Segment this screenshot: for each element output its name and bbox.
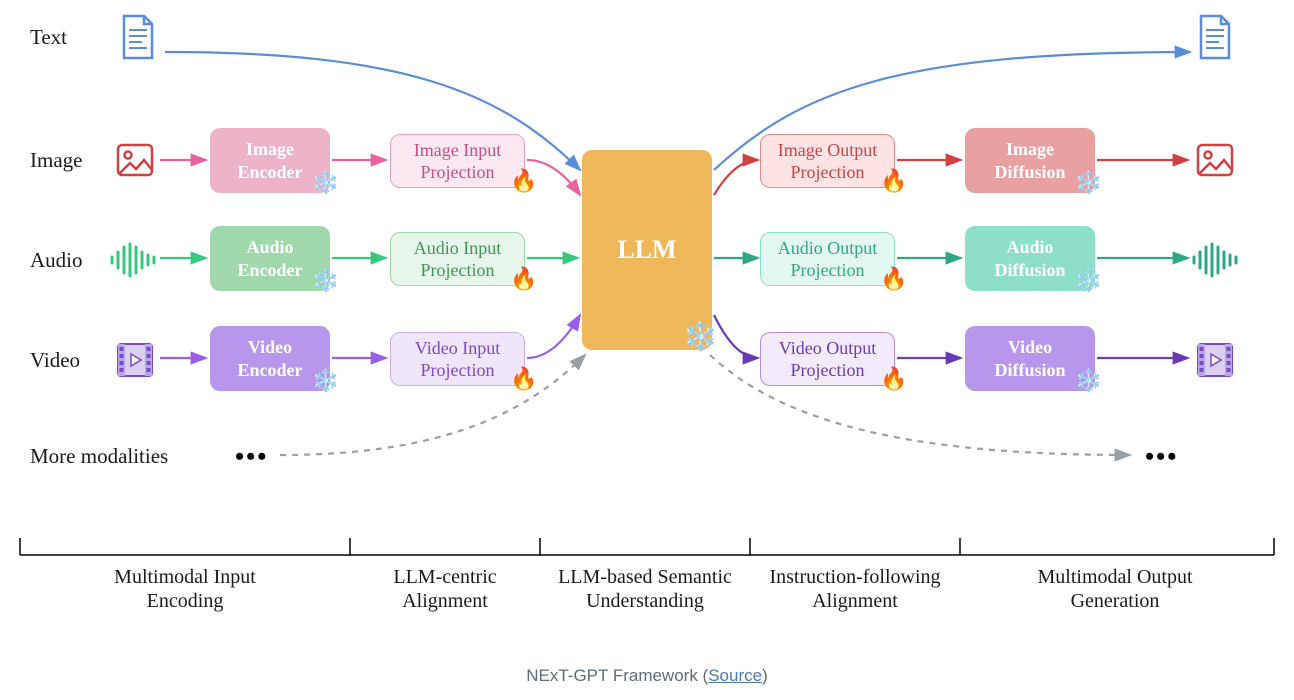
image-encoder-label: Image Encoder bbox=[238, 138, 303, 183]
stage-label-4: Instruction-following Alignment bbox=[755, 565, 955, 613]
snowflake-icon: ❄️ bbox=[312, 170, 339, 196]
waveform-icon bbox=[108, 240, 160, 280]
waveform-icon bbox=[1190, 240, 1242, 280]
audio-input-proj-label: Audio Input Projection bbox=[414, 237, 502, 282]
row-label-video: Video bbox=[30, 348, 80, 373]
video-output-proj-box: Video Output Projection bbox=[760, 332, 895, 386]
image-input-proj-label: Image Input Projection bbox=[414, 139, 501, 184]
more-dots-left: ••• bbox=[235, 442, 268, 472]
document-icon bbox=[118, 14, 158, 54]
snowflake-icon: ❄️ bbox=[1075, 170, 1102, 196]
snowflake-icon: ❄️ bbox=[312, 368, 339, 394]
figure-caption: NExT-GPT Framework (Source) bbox=[0, 666, 1294, 686]
image-output-proj-box: Image Output Projection bbox=[760, 134, 895, 188]
video-diffusion-label: Video Diffusion bbox=[994, 336, 1065, 381]
audio-encoder-label: Audio Encoder bbox=[238, 236, 303, 281]
fire-icon: 🔥 bbox=[880, 366, 907, 392]
stage-label-2: LLM-centric Alignment bbox=[360, 565, 530, 613]
film-icon bbox=[115, 340, 155, 380]
fire-icon: 🔥 bbox=[510, 168, 537, 194]
audio-output-proj-box: Audio Output Projection bbox=[760, 232, 895, 286]
document-icon bbox=[1195, 14, 1235, 54]
more-dots-right: ••• bbox=[1145, 442, 1178, 472]
llm-label: LLM bbox=[617, 234, 676, 267]
row-label-image: Image bbox=[30, 148, 82, 173]
snowflake-icon: ❄️ bbox=[1075, 368, 1102, 394]
caption-suffix: ) bbox=[762, 666, 768, 685]
image-icon bbox=[115, 140, 155, 180]
audio-input-proj-box: Audio Input Projection bbox=[390, 232, 525, 286]
snowflake-icon: ❄️ bbox=[1075, 268, 1102, 294]
snowflake-icon: ❄️ bbox=[312, 268, 339, 294]
video-encoder-label: Video Encoder bbox=[238, 336, 303, 381]
audio-diffusion-label: Audio Diffusion bbox=[994, 236, 1065, 281]
snowflake-icon: ❄️ bbox=[683, 320, 718, 354]
source-link[interactable]: Source bbox=[708, 666, 762, 685]
fire-icon: 🔥 bbox=[880, 266, 907, 292]
stage-label-3: LLM-based Semantic Understanding bbox=[545, 565, 745, 613]
fire-icon: 🔥 bbox=[510, 366, 537, 392]
image-icon bbox=[1195, 140, 1235, 180]
image-diffusion-label: Image Diffusion bbox=[994, 138, 1065, 183]
image-input-proj-box: Image Input Projection bbox=[390, 134, 525, 188]
audio-output-proj-label: Audio Output Projection bbox=[778, 237, 878, 282]
film-icon bbox=[1195, 340, 1235, 380]
video-input-proj-box: Video Input Projection bbox=[390, 332, 525, 386]
image-output-proj-label: Image Output Projection bbox=[778, 139, 877, 184]
video-input-proj-label: Video Input Projection bbox=[415, 337, 500, 382]
caption-prefix: NExT-GPT Framework ( bbox=[526, 666, 708, 685]
fire-icon: 🔥 bbox=[510, 266, 537, 292]
stage-label-5: Multimodal Output Generation bbox=[1000, 565, 1230, 613]
row-label-text: Text bbox=[30, 25, 67, 50]
fire-icon: 🔥 bbox=[880, 168, 907, 194]
video-output-proj-label: Video Output Projection bbox=[779, 337, 876, 382]
row-label-more: More modalities bbox=[30, 444, 168, 469]
row-label-audio: Audio bbox=[30, 248, 83, 273]
stage-label-1: Multimodal Input Encoding bbox=[85, 565, 285, 613]
